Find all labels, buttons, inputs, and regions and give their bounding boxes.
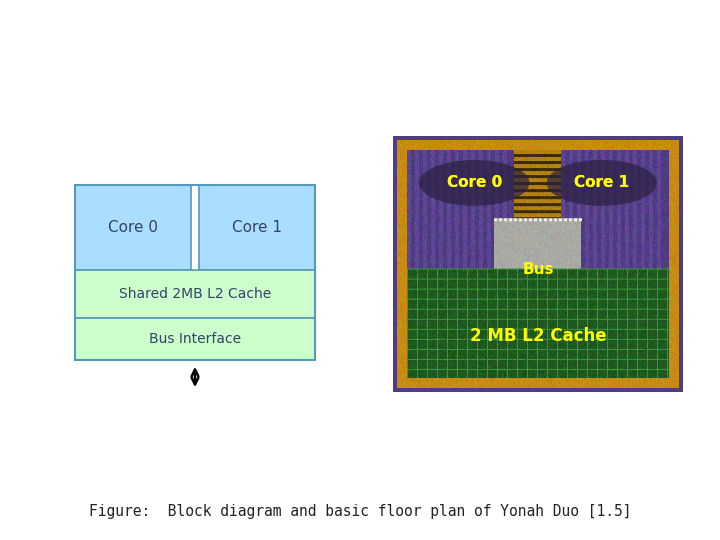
Text: 10. 1. 1  Core Duo line (2): 10. 1. 1 Core Duo line (2) [189, 10, 531, 30]
Text: Core 0: Core 0 [446, 176, 502, 191]
Text: Core 0: Core 0 [108, 220, 158, 235]
Text: Shared 2MB L2 Cache: Shared 2MB L2 Cache [119, 287, 271, 301]
Bar [75, 185, 191, 270]
Bar [75, 270, 315, 318]
Text: Core 1: Core 1 [575, 176, 629, 191]
Text: Bus Interface: Bus Interface [149, 332, 241, 346]
Text: 2 MB L2 Cache: 2 MB L2 Cache [469, 327, 606, 345]
Ellipse shape [546, 160, 657, 206]
Bar [75, 185, 315, 360]
Text: Core 1: Core 1 [232, 220, 282, 235]
Text: Figure:  Block diagram and basic floor plan of Yonah Duo [1.5]: Figure: Block diagram and basic floor pl… [89, 504, 631, 519]
Text: Bus: Bus [522, 262, 554, 277]
Text: Core 1: Core 1 [575, 176, 629, 191]
Bar [75, 318, 315, 360]
Ellipse shape [419, 160, 529, 206]
Text: Core 0: Core 0 [446, 176, 502, 191]
Bar [199, 185, 315, 270]
